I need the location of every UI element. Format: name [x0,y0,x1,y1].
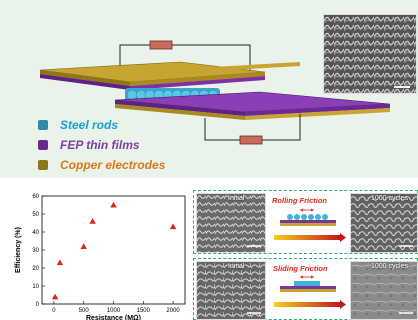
sem-inset-image [323,14,417,94]
data-point [51,293,59,300]
x-tick-label: 1000 [107,308,121,314]
x-tick-label: 1500 [137,308,151,314]
sliding-friction-diagram: Sliding Friction [266,261,348,318]
x-axis-label: Resistance (MΩ) [86,315,141,320]
x-tick-label: 2000 [166,308,180,314]
y-tick-label: 0 [36,302,40,308]
device-schematic [39,40,391,145]
y-tick-label: 40 [32,230,39,236]
efficiency-chart: 0 10 20 30 40 50 60 0 500 1000 1500 2000 Resistance … [15,194,186,320]
middle-copper-electrode [160,62,300,74]
data-point [56,259,64,266]
sem-sliding-1000-cycles [350,261,418,320]
sliding-friction-title: Sliding Friction [273,264,328,273]
x-tick-label: 0 [52,308,56,314]
data-point [80,243,87,249]
rolling-friction-diagram: Rolling Friction [266,193,348,251]
bottom-copper-electrode [115,104,245,120]
upper-circuit-wire [119,44,251,72]
label-rolling-1000-cycles: 1000 cycles [371,195,408,202]
y-axis-label: Efficiency (%) [15,227,22,273]
data-point [110,201,117,208]
results-section: 0 10 20 30 40 50 60 0 500 1000 1500 2000 Resistance … [0,178,418,320]
label-sliding-1000-cycles: 1000 cycles [371,263,408,270]
legend-copper-label: Copper electrodes [60,158,166,172]
y-tick-label: 20 [32,266,39,272]
sem-rolling-1000-cycles [350,193,418,253]
y-tick-label: 60 [32,194,39,200]
y-tick-label: 10 [32,284,39,290]
rolling-friction-title: Rolling Friction [272,196,327,205]
legend-fep-label: FEP thin films [60,138,140,152]
label-rolling-initial: Initial [228,195,245,202]
sem-rolling-initial [196,193,266,253]
legend-rods-label: Steel rods [60,118,119,132]
x-tick-label: 500 [79,308,90,314]
top-fep-film [40,74,130,90]
device-schematic-section: Steel rods FEP thin films Copper electro… [38,14,417,172]
upper-resistor [149,40,173,50]
y-tick-label: 30 [32,248,39,254]
data-point [89,218,96,224]
y-tick-label: 50 [32,212,39,218]
legend-rods-swatch [38,120,48,130]
plot-frame [41,195,186,305]
legend-fep-swatch [38,140,48,150]
label-sliding-initial: Initial [228,263,245,270]
data-point [169,223,177,230]
lower-resistor [239,135,263,145]
sem-sliding-initial [196,261,266,320]
legend-copper-swatch [38,160,48,170]
